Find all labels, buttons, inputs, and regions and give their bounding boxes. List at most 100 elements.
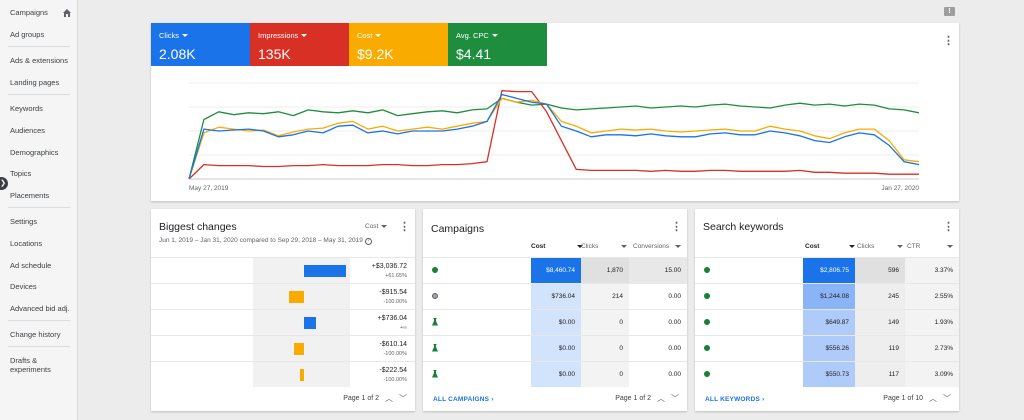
cost-cell: $556.26	[803, 336, 855, 361]
nav-topics[interactable]: Topics	[10, 169, 32, 178]
column-header-clicks[interactable]: Clicks	[857, 243, 903, 250]
nav-keywords[interactable]: Keywords	[10, 104, 43, 113]
campaigns-table: $8,460.74 1,870 15.00 $736.04 214 0.00 $0.00 0 0…	[423, 257, 687, 387]
table-row[interactable]: $8,460.74 1,870 15.00	[423, 257, 687, 283]
paused-status-icon[interactable]	[432, 293, 438, 299]
chevron-down-icon[interactable]: ﹀	[399, 394, 407, 403]
column-header-clicks[interactable]: Clicks	[581, 243, 627, 250]
home-icon[interactable]	[62, 8, 72, 18]
table-row[interactable]: $0.00 0 0.00	[423, 309, 687, 335]
experiment-icon[interactable]	[432, 344, 438, 352]
expand-sidebar-button[interactable]: ❯	[0, 177, 8, 190]
chevron-down-icon[interactable]: ﹀	[943, 394, 951, 403]
caret-down-icon	[375, 34, 382, 37]
conversions-cell: 0.00	[629, 362, 687, 387]
change-percent: -100.00%	[383, 377, 407, 383]
series-line-2	[188, 97, 920, 180]
metric-cost[interactable]: Cost $9.2K	[349, 23, 448, 66]
clicks-cell: 214	[581, 284, 629, 309]
enabled-status-icon[interactable]	[704, 293, 710, 299]
experiment-icon[interactable]	[432, 370, 438, 378]
nav-locations[interactable]: Locations	[10, 239, 43, 248]
enabled-status-icon[interactable]	[704, 267, 710, 273]
metric-avg-cpc[interactable]: Avg. CPC $4.41	[448, 23, 547, 66]
more-vert-icon[interactable]: ⋮	[943, 35, 954, 47]
enabled-status-icon[interactable]	[704, 319, 710, 325]
nav-audiences[interactable]: Audiences	[10, 126, 46, 135]
table-row[interactable]: $556.26 119 2.73%	[695, 335, 959, 361]
table-row[interactable]: $0.00 0 0.00	[423, 335, 687, 361]
column-header-label: Cost	[805, 243, 820, 250]
help-icon[interactable]: ?	[364, 238, 372, 245]
all-keywords-link[interactable]: ALL KEYWORDS ›	[705, 396, 764, 403]
biggest-changes-list: +$3,036.72 +61.65% -$915.54 -100.00% +$736.0…	[151, 257, 415, 387]
more-vert-icon[interactable]: ⋮	[399, 221, 410, 233]
change-row[interactable]: +$736.04 +∞	[151, 309, 415, 335]
nav-ad-schedule[interactable]: Ad schedule	[10, 261, 52, 270]
bar-column-bg	[253, 257, 350, 387]
nav-divider	[8, 320, 70, 321]
column-header-cost[interactable]: Cost	[531, 243, 583, 250]
cost-cell: $0.00	[531, 310, 581, 335]
nav-devices[interactable]: Devices	[10, 282, 37, 291]
change-percent: +∞	[399, 325, 407, 331]
enabled-status-icon[interactable]	[704, 345, 710, 351]
more-vert-icon[interactable]: ⋮	[943, 221, 954, 233]
column-header-cost[interactable]: Cost	[805, 243, 855, 250]
chevron-up-icon[interactable]: ︿	[929, 394, 937, 403]
change-bar	[304, 317, 316, 329]
nav-settings[interactable]: Settings	[10, 217, 38, 226]
ctr-cell: 2.73%	[905, 336, 959, 361]
column-header-conversions[interactable]: Conversions	[633, 243, 681, 250]
enabled-status-icon[interactable]	[432, 267, 438, 273]
nav-ads-extensions[interactable]: Ads & extensions	[10, 56, 68, 65]
caret-down-icon	[621, 245, 627, 248]
nav-landing-pages[interactable]: Landing pages	[10, 78, 60, 87]
feedback-icon[interactable]: !	[944, 7, 955, 16]
biggest-changes-card: Biggest changes Jun 1, 2019 – Jan 31, 20…	[151, 209, 415, 411]
table-row[interactable]: $0.00 0 0.00	[423, 361, 687, 387]
change-value: -$610.14	[379, 341, 407, 348]
campaigns-card: Campaigns ⋮ Cost Clicks Conversions $8,4…	[423, 209, 687, 411]
page-indicator: Page 1 of 2	[343, 395, 379, 402]
table-row[interactable]: $736.04 214 0.00	[423, 283, 687, 309]
metric-label: Avg. CPC	[456, 31, 489, 40]
table-row[interactable]: $1,244.08 245 2.55%	[695, 283, 959, 309]
metric-clicks[interactable]: Clicks 2.08K	[151, 23, 250, 66]
chevron-down-icon[interactable]: ﹀	[671, 394, 679, 403]
nav-demographics[interactable]: Demographics	[10, 148, 59, 157]
nav-placements[interactable]: Placements	[10, 191, 50, 200]
more-vert-icon[interactable]: ⋮	[671, 221, 682, 233]
cost-cell: $0.00	[531, 336, 581, 361]
metric-select[interactable]: Cost	[365, 223, 388, 230]
chevron-up-icon[interactable]: ︿	[657, 394, 665, 403]
date-range: Jun 1, 2019 – Jan 31, 2020 compared to S…	[159, 237, 372, 245]
change-row[interactable]: +$3,036.72 +61.65%	[151, 257, 415, 283]
change-value: +$3,036.72	[371, 263, 407, 270]
caret-down-icon	[897, 245, 903, 248]
nav-campaigns[interactable]: Campaigns	[10, 8, 48, 17]
metric-label: Clicks	[159, 31, 179, 40]
clicks-cell: 0	[581, 362, 629, 387]
column-header-ctr[interactable]: CTR	[907, 243, 953, 250]
change-row[interactable]: -$222.54 -100.00%	[151, 361, 415, 387]
change-row[interactable]: -$915.54 -100.00%	[151, 283, 415, 309]
table-row[interactable]: $550.73 117 3.09%	[695, 361, 959, 387]
change-row[interactable]: -$610.14 -100.00%	[151, 335, 415, 361]
search-keywords-card: Search keywords ⋮ Cost Clicks CTR $2,806…	[695, 209, 959, 411]
experiment-icon[interactable]	[432, 318, 438, 326]
nav-ad-groups[interactable]: Ad groups	[10, 30, 45, 39]
clicks-cell: 0	[581, 336, 629, 361]
link-label: ALL CAMPAIGNS	[433, 396, 490, 403]
all-campaigns-link[interactable]: ALL CAMPAIGNS ›	[433, 396, 494, 403]
table-row[interactable]: $649.87 149 1.93%	[695, 309, 959, 335]
nav-advanced-bid-adj[interactable]: Advanced bid adj.	[10, 304, 70, 313]
card-title: Campaigns	[431, 223, 485, 235]
line-chart: May 27, 2019 Jan 27, 2020	[188, 82, 920, 192]
enabled-status-icon[interactable]	[704, 371, 710, 377]
nav-change-history[interactable]: Change history	[10, 330, 61, 339]
metric-impressions[interactable]: Impressions 135K	[250, 23, 349, 66]
nav-drafts-experiments[interactable]: Drafts & experiments	[10, 356, 51, 374]
chevron-up-icon[interactable]: ︿	[385, 394, 393, 403]
table-row[interactable]: $2,806.75 596 3.37%	[695, 257, 959, 283]
